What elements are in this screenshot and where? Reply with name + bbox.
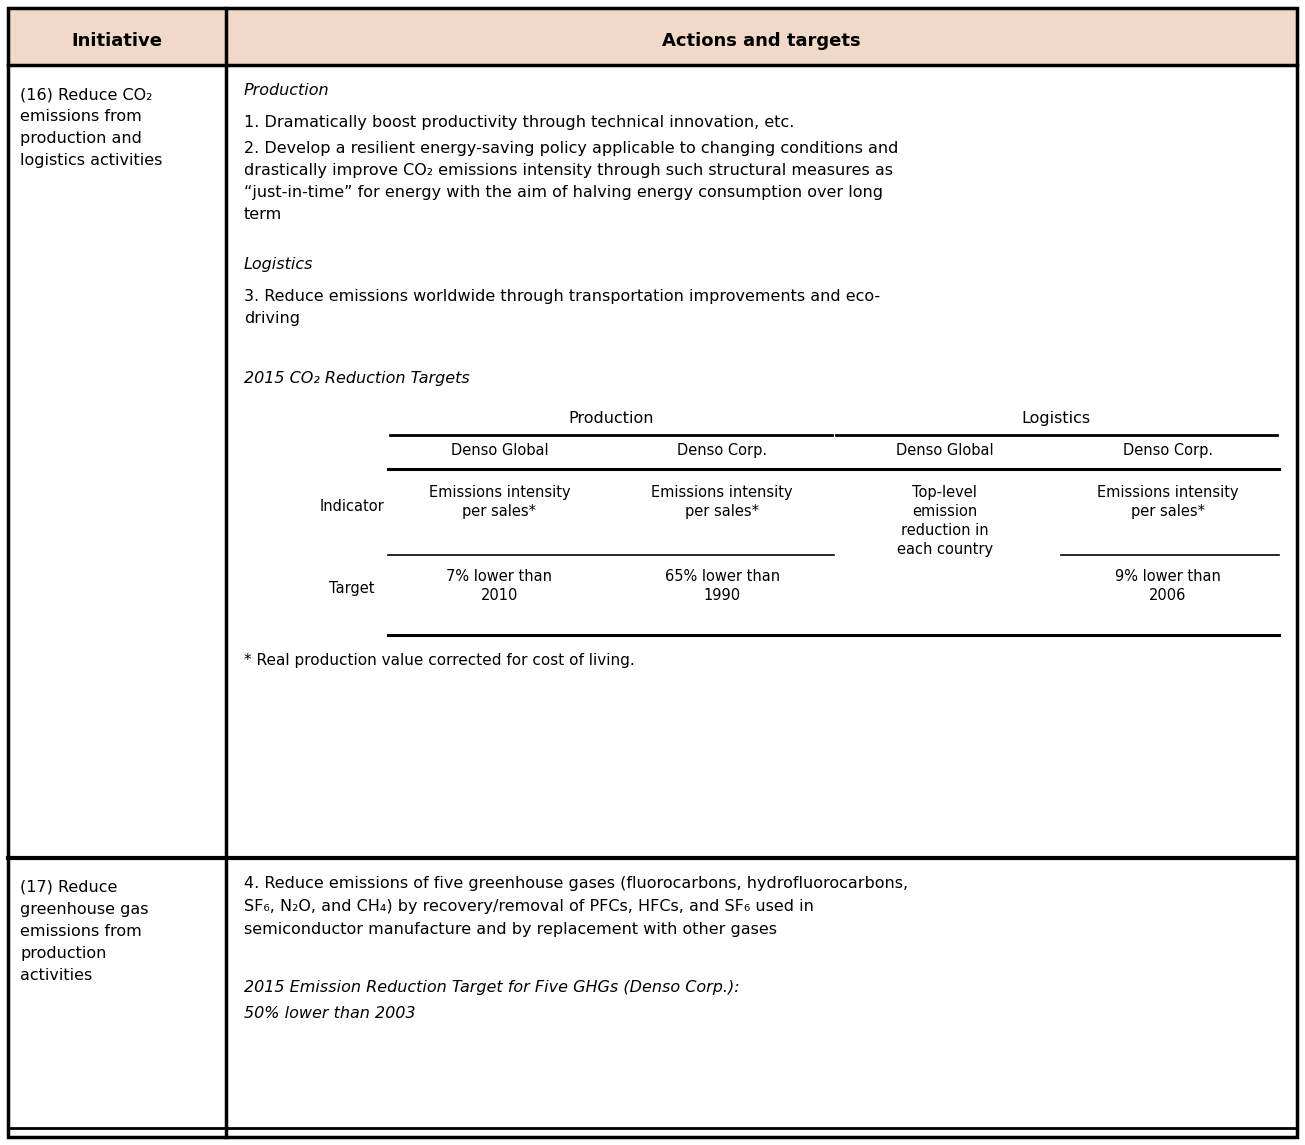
Text: 65% lower than: 65% lower than (664, 569, 779, 584)
Text: emissions from: emissions from (20, 109, 142, 124)
Text: semiconductor manufacture and by replacement with other gases: semiconductor manufacture and by replace… (244, 922, 776, 937)
Text: Production: Production (244, 82, 330, 98)
Bar (8, 65, 1297, 858)
Text: Top-level: Top-level (912, 485, 977, 500)
Text: Emissions intensity: Emissions intensity (428, 485, 570, 500)
Text: Emissions intensity: Emissions intensity (651, 485, 793, 500)
Text: (16) Reduce CO₂: (16) Reduce CO₂ (20, 87, 153, 102)
Bar (8, 858, 1297, 1128)
Text: Emissions intensity: Emissions intensity (1096, 485, 1238, 500)
Text: activities: activities (20, 968, 93, 984)
Text: drastically improve CO₂ emissions intensity through such structural measures as: drastically improve CO₂ emissions intens… (244, 163, 893, 177)
Text: per sales*: per sales* (1130, 504, 1205, 519)
Text: per sales*: per sales* (685, 504, 760, 519)
Text: per sales*: per sales* (462, 504, 536, 519)
Text: 9% lower than: 9% lower than (1114, 569, 1220, 584)
Text: 7% lower than: 7% lower than (446, 569, 552, 584)
Bar (8, 8, 1297, 65)
Text: 1990: 1990 (703, 589, 741, 603)
Text: emissions from: emissions from (20, 924, 142, 939)
Text: (17) Reduce: (17) Reduce (20, 881, 117, 895)
Text: Denso Global: Denso Global (897, 443, 993, 458)
Text: Actions and targets: Actions and targets (662, 32, 861, 50)
Text: 4. Reduce emissions of five greenhouse gases (fluorocarbons, hydrofluorocarbons,: 4. Reduce emissions of five greenhouse g… (244, 876, 908, 891)
Text: term: term (244, 207, 282, 222)
Text: Target: Target (329, 581, 375, 597)
Text: * Real production value corrected for cost of living.: * Real production value corrected for co… (244, 653, 634, 668)
Text: production and: production and (20, 131, 142, 147)
Text: SF₆, N₂O, and CH₄) by recovery/removal of PFCs, HFCs, and SF₆ used in: SF₆, N₂O, and CH₄) by recovery/removal o… (244, 899, 814, 914)
Text: “just-in-time” for energy with the aim of halving energy consumption over long: “just-in-time” for energy with the aim o… (244, 185, 883, 200)
Text: 2. Develop a resilient energy-saving policy applicable to changing conditions an: 2. Develop a resilient energy-saving pol… (244, 141, 898, 156)
Text: each country: each country (897, 542, 993, 556)
Text: Denso Corp.: Denso Corp. (1122, 443, 1212, 458)
Text: 2006: 2006 (1148, 589, 1186, 603)
Text: emission: emission (912, 504, 977, 519)
Text: 2010: 2010 (480, 589, 518, 603)
Text: Production: Production (568, 411, 654, 426)
Text: Indicator: Indicator (320, 499, 385, 514)
Text: driving: driving (244, 311, 300, 326)
Text: 3. Reduce emissions worldwide through transportation improvements and eco-: 3. Reduce emissions worldwide through tr… (244, 289, 880, 305)
Text: greenhouse gas: greenhouse gas (20, 902, 149, 917)
Text: production: production (20, 946, 107, 961)
Text: reduction in: reduction in (900, 523, 989, 538)
Text: 50% lower than 2003: 50% lower than 2003 (244, 1006, 415, 1021)
Text: 1. Dramatically boost productivity through technical innovation, etc.: 1. Dramatically boost productivity throu… (244, 114, 795, 131)
Text: 2015 CO₂ Reduction Targets: 2015 CO₂ Reduction Targets (244, 371, 470, 386)
Text: Denso Global: Denso Global (450, 443, 548, 458)
Text: Initiative: Initiative (72, 32, 163, 50)
Text: 2015 Emission Reduction Target for Five GHGs (Denso Corp.):: 2015 Emission Reduction Target for Five … (244, 980, 740, 995)
Text: Denso Corp.: Denso Corp. (677, 443, 767, 458)
Text: Logistics: Logistics (244, 256, 313, 273)
Text: Logistics: Logistics (1022, 411, 1091, 426)
Text: logistics activities: logistics activities (20, 153, 162, 168)
